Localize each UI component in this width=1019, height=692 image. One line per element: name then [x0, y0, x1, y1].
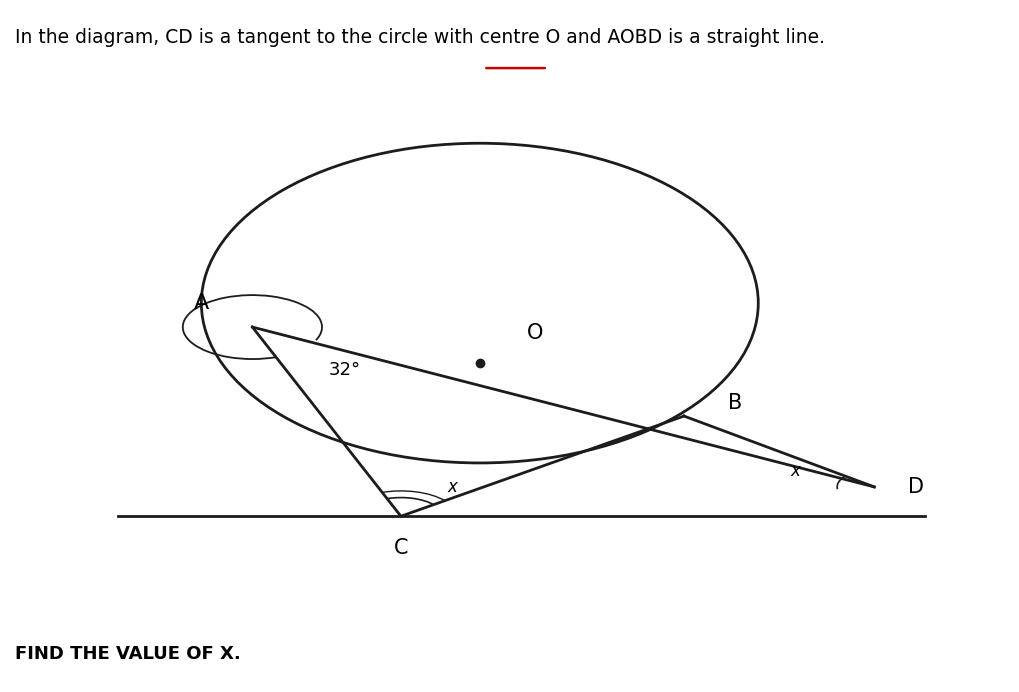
Text: A: A [194, 293, 209, 313]
Text: C: C [393, 538, 408, 558]
Text: D: D [907, 477, 923, 497]
Text: O: O [527, 323, 543, 343]
Text: x: x [446, 478, 457, 496]
Text: 32°: 32° [329, 361, 361, 379]
Text: x: x [790, 462, 800, 480]
Text: B: B [728, 393, 742, 412]
Text: In the diagram, CD is a tangent to the circle with centre O and AOBD is a straig: In the diagram, CD is a tangent to the c… [15, 28, 824, 47]
Text: FIND THE VALUE OF X.: FIND THE VALUE OF X. [15, 645, 240, 663]
